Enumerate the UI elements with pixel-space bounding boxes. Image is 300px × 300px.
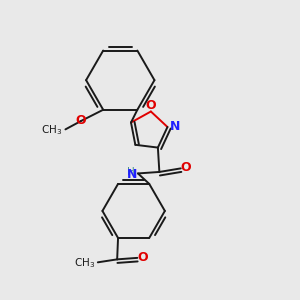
Text: CH$_3$: CH$_3$ <box>74 256 95 270</box>
Text: N: N <box>170 120 180 133</box>
Text: O: O <box>146 99 156 112</box>
Text: O: O <box>75 114 86 127</box>
Text: N: N <box>127 168 137 181</box>
Text: H: H <box>127 167 135 177</box>
Text: O: O <box>137 251 148 264</box>
Text: CH$_3$: CH$_3$ <box>41 123 62 137</box>
Text: O: O <box>181 161 191 174</box>
